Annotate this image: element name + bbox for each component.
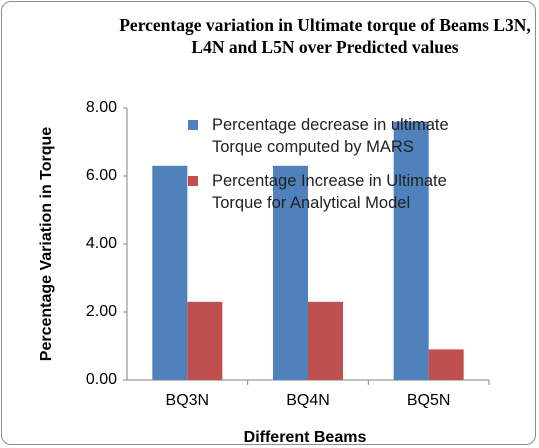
y-tick-label: 4.00 xyxy=(86,235,117,252)
legend: Percentage decrease in ultimate Torque c… xyxy=(188,114,498,226)
legend-label: Percentage Increase in Ultimate Torque f… xyxy=(212,172,447,212)
y-tick-label: 0.00 xyxy=(86,371,117,388)
y-tick-label: 8.00 xyxy=(86,99,117,116)
x-tick-label: BQ3N xyxy=(166,392,210,409)
y-tick-label: 2.00 xyxy=(86,303,117,320)
y-axis-label: Percentage Variation in Torque xyxy=(38,127,55,362)
bar xyxy=(152,165,188,380)
bar xyxy=(393,121,429,380)
legend-item: Percentage decrease in ultimate Torque c… xyxy=(188,114,498,158)
legend-item: Percentage Increase in Ultimate Torque f… xyxy=(188,170,498,214)
bar xyxy=(273,165,308,380)
x-axis-label: Different Beams xyxy=(244,429,367,446)
legend-swatch xyxy=(188,120,198,130)
x-tick-label: BQ5N xyxy=(407,392,451,409)
y-tick-label: 6.00 xyxy=(86,167,117,184)
bar xyxy=(308,301,343,380)
chart-title: Percentage variation in Ultimate torque … xyxy=(119,15,531,57)
bar xyxy=(187,301,223,380)
bar xyxy=(428,349,464,380)
legend-swatch xyxy=(188,176,198,186)
legend-label: Percentage decrease in ultimate Torque c… xyxy=(212,116,449,156)
x-tick-label: BQ4N xyxy=(286,392,330,409)
